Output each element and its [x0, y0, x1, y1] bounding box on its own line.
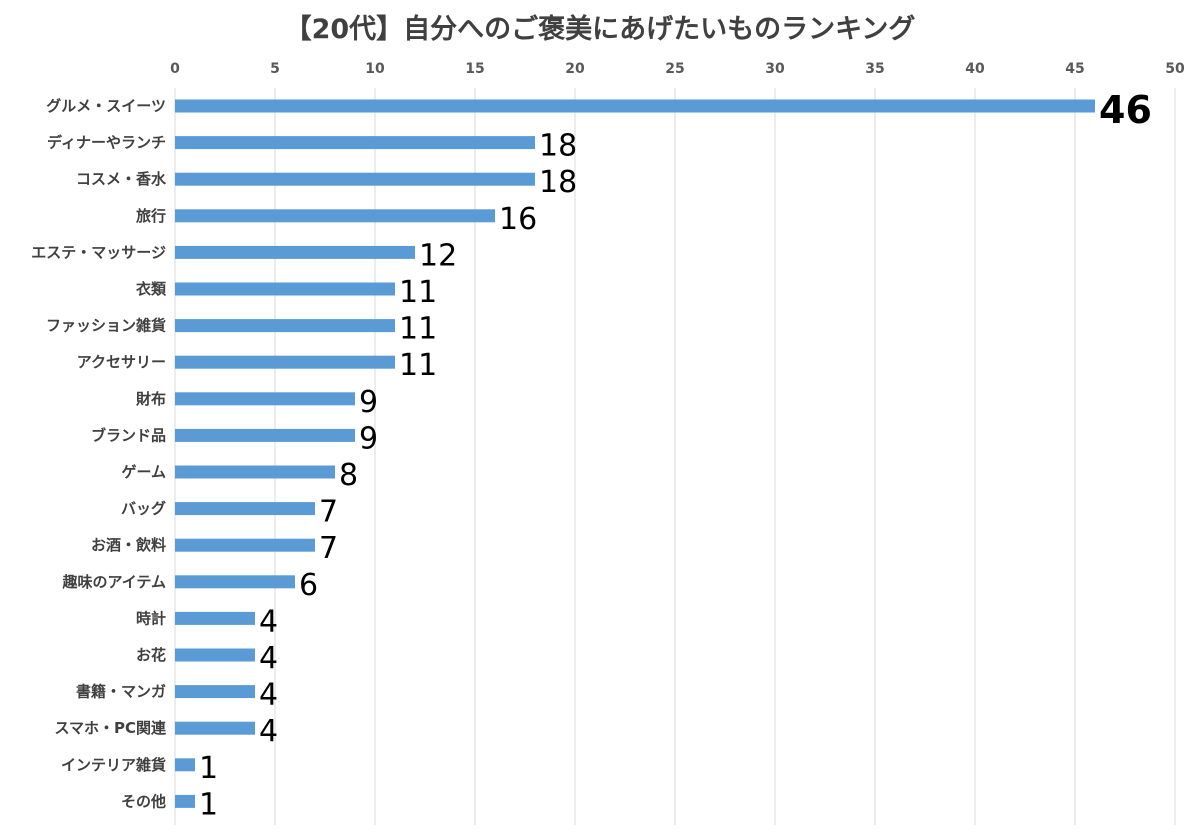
category-label-7: アクセサリー: [77, 353, 166, 371]
category-label-5: 衣類: [136, 280, 167, 298]
category-label-1: ディナーやランチ: [47, 134, 166, 152]
data-label-4: 12: [419, 238, 457, 273]
category-label-2: コスメ・香水: [76, 170, 167, 188]
data-label-2: 18: [539, 165, 577, 200]
bar-4: [175, 245, 415, 259]
bar-14: [175, 611, 255, 625]
bar-0: [175, 99, 1095, 113]
category-label-13: 趣味のアイテム: [61, 573, 166, 591]
data-label-3: 16: [499, 202, 537, 237]
category-label-3: 旅行: [136, 207, 166, 225]
x-tick-label-2: 10: [365, 61, 385, 77]
data-label-12: 7: [319, 531, 338, 566]
category-label-14: 時計: [136, 609, 166, 627]
bar-16: [175, 685, 255, 699]
data-label-11: 7: [319, 495, 338, 530]
x-tick-label-1: 5: [270, 61, 280, 77]
bar-3: [175, 209, 495, 223]
bar-12: [175, 538, 315, 552]
x-tick-label-7: 35: [865, 61, 884, 77]
bar-19: [175, 794, 195, 808]
data-label-14: 4: [259, 604, 278, 639]
category-label-9: ブランド品: [91, 426, 166, 444]
category-label-17: スマホ・PC関連: [54, 719, 167, 737]
data-label-10: 8: [339, 458, 358, 493]
category-label-4: エステ・マッサージ: [31, 243, 166, 261]
data-label-7: 11: [399, 348, 437, 383]
category-label-0: グルメ・スイーツ: [46, 97, 166, 115]
data-label-13: 6: [299, 568, 318, 603]
x-tick-label-5: 25: [665, 61, 684, 77]
data-label-18: 1: [199, 751, 218, 786]
bar-18: [175, 758, 195, 772]
category-label-11: バッグ: [121, 500, 166, 518]
data-label-16: 4: [259, 678, 278, 713]
bar-15: [175, 648, 255, 662]
category-label-18: インテリア雑貨: [61, 756, 166, 774]
category-label-8: 財布: [135, 390, 166, 408]
x-axis-ticks: 0 5 10 15 20 25 30 35 40 45 50: [170, 61, 1185, 77]
bar-17: [175, 721, 255, 735]
category-labels: グルメ・スイーツディナーやランチコスメ・香水旅行エステ・マッサージ衣類ファッショ…: [31, 97, 167, 810]
category-label-10: ゲーム: [121, 463, 166, 481]
bar-8: [175, 392, 355, 406]
data-label-1: 18: [539, 129, 577, 164]
bar-11: [175, 502, 315, 516]
bar-5: [175, 282, 395, 296]
bar-6: [175, 319, 395, 333]
category-label-15: お花: [136, 646, 166, 664]
x-tick-label-8: 40: [965, 61, 985, 77]
category-label-12: お酒・飲料: [91, 536, 166, 554]
data-label-9: 9: [359, 421, 378, 456]
data-label-8: 9: [359, 385, 378, 420]
bar-9: [175, 428, 355, 442]
bar-7: [175, 355, 395, 369]
data-label-15: 4: [259, 641, 278, 676]
chart-title: 【20代】自分へのご褒美にあげたいものランキング: [285, 13, 916, 45]
x-tick-label-3: 15: [465, 61, 484, 77]
bar-13: [175, 575, 295, 589]
category-label-6: ファッション雑貨: [46, 317, 166, 335]
data-label-0: 46: [1099, 88, 1152, 132]
bar-2: [175, 172, 535, 186]
data-label-17: 4: [259, 714, 278, 749]
category-label-19: その他: [121, 792, 166, 810]
x-tick-label-9: 45: [1065, 61, 1084, 77]
data-label-6: 11: [399, 312, 437, 347]
x-tick-label-6: 30: [765, 61, 785, 77]
data-label-5: 11: [399, 275, 437, 310]
data-label-19: 1: [199, 787, 218, 822]
bars: [175, 99, 1095, 808]
x-tick-label-0: 0: [170, 61, 180, 77]
bar-1: [175, 136, 535, 150]
category-label-16: 書籍・マンガ: [76, 683, 166, 701]
x-tick-label-4: 20: [565, 61, 585, 77]
x-tick-label-10: 50: [1165, 61, 1185, 77]
bar-10: [175, 465, 335, 479]
gridlines: [174, 88, 1176, 825]
